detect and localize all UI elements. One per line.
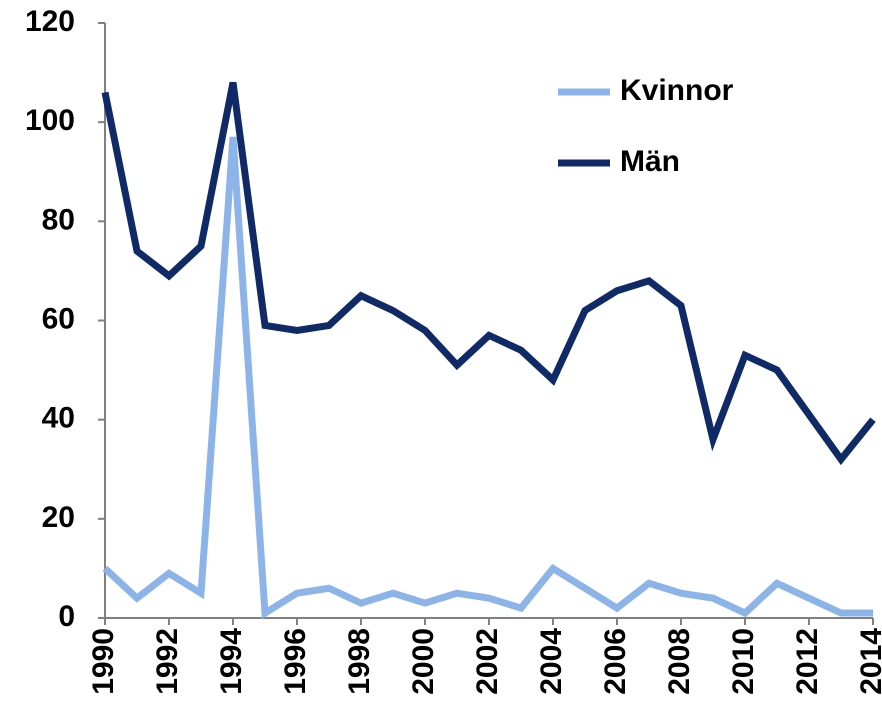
y-tick-label: 20 bbox=[42, 501, 75, 534]
x-tick-label: 2008 bbox=[663, 628, 696, 695]
x-tick-label: 1998 bbox=[343, 628, 376, 695]
data-line bbox=[102, 136, 873, 620]
legend-label: Män bbox=[620, 145, 680, 178]
legend-label: Kvinnor bbox=[620, 74, 734, 107]
x-tick-label: 2010 bbox=[727, 628, 760, 695]
x-tick-label: 1992 bbox=[151, 628, 184, 695]
y-tick-label: 80 bbox=[42, 203, 75, 236]
x-tick-label: 2006 bbox=[599, 628, 632, 695]
x-tick-label: 2012 bbox=[791, 628, 824, 695]
x-tick-label: 2002 bbox=[471, 628, 504, 695]
y-tick-label: 40 bbox=[42, 402, 75, 435]
x-tick-label: 2004 bbox=[535, 628, 568, 695]
x-tick-label: 1996 bbox=[279, 628, 312, 695]
x-tick-label: 2000 bbox=[407, 628, 440, 695]
y-tick-label: 60 bbox=[42, 302, 75, 335]
x-tick-label: 2014 bbox=[855, 628, 882, 695]
y-tick-label: 120 bbox=[25, 5, 75, 38]
data-line bbox=[101, 81, 876, 466]
x-tick-label: 1990 bbox=[87, 628, 120, 695]
x-tick-label: 1994 bbox=[215, 628, 248, 695]
y-tick-label: 0 bbox=[58, 600, 75, 633]
y-tick-label: 100 bbox=[25, 104, 75, 137]
